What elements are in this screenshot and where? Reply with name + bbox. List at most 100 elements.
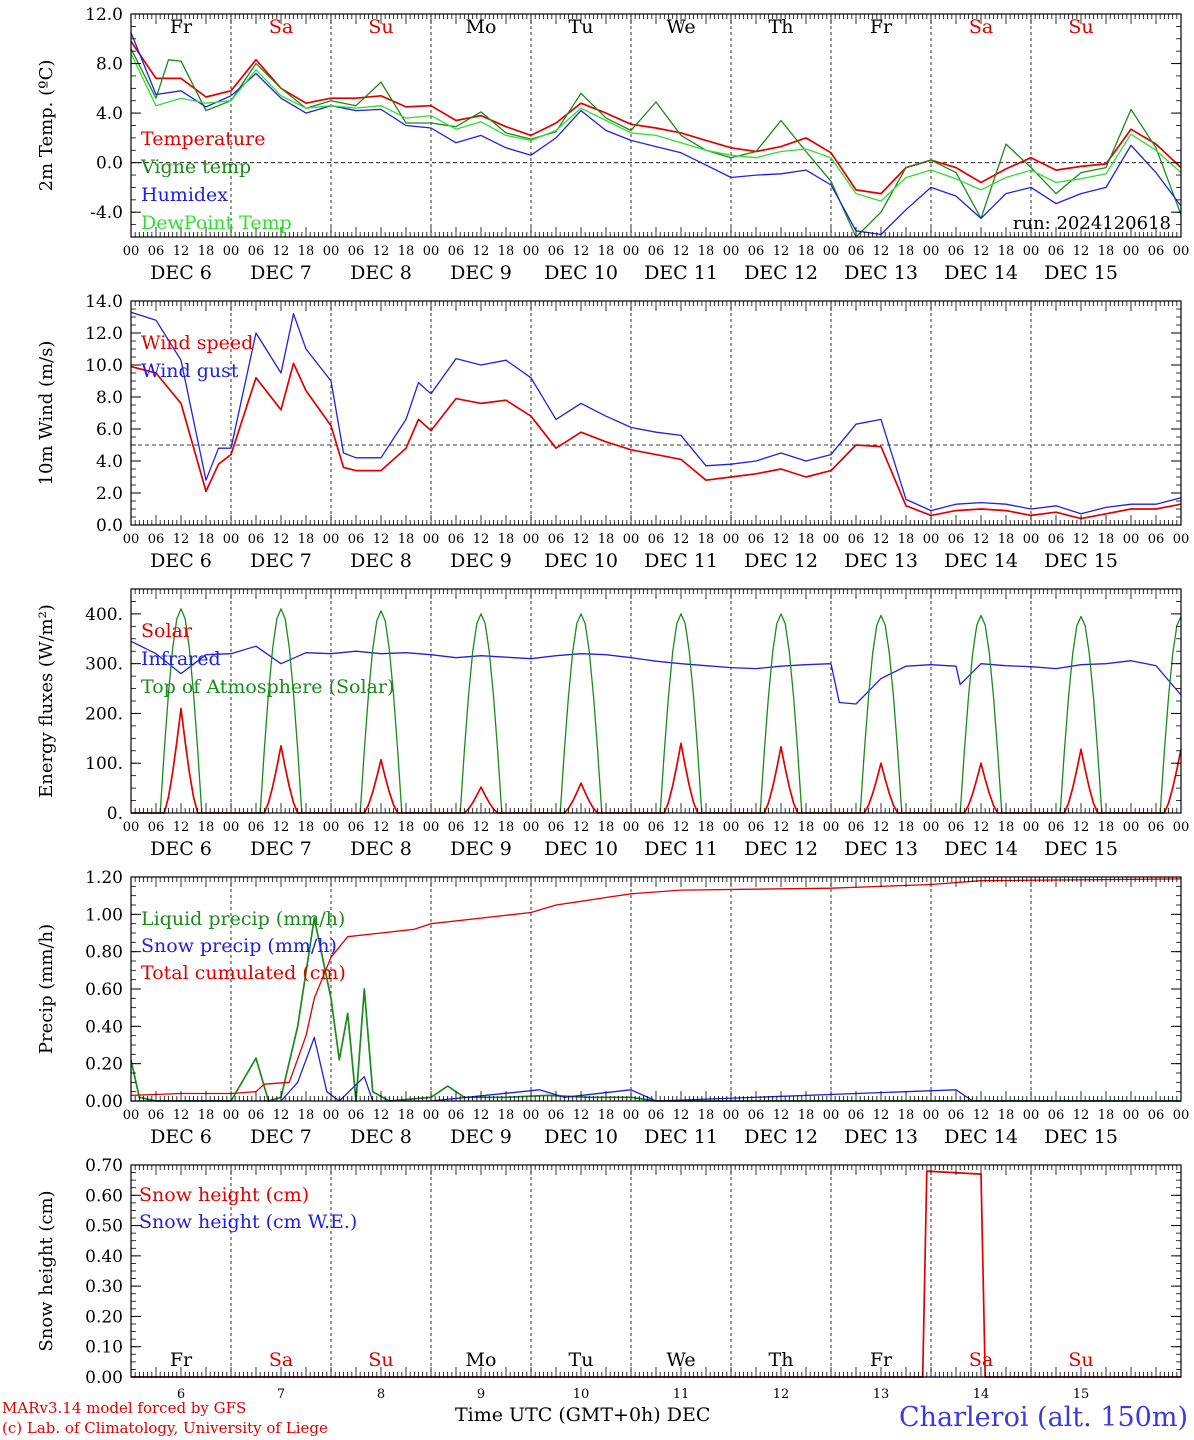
weekday-label: Sa xyxy=(269,1349,293,1371)
hour-tick-label: 00 xyxy=(823,820,840,835)
date-label: DEC 15 xyxy=(1044,1126,1118,1148)
hour-tick-label: 12 xyxy=(373,1108,390,1123)
hour-tick-label: 06 xyxy=(348,820,365,835)
hour-tick-label: 18 xyxy=(398,1108,415,1123)
hour-tick-label: 06 xyxy=(548,1108,565,1123)
date-label: DEC 11 xyxy=(644,262,718,284)
hour-tick-label: 18 xyxy=(698,1108,715,1123)
date-label: DEC 8 xyxy=(350,550,412,572)
panel-4: 0.00 0.20 0.40 0.60 0.80 1.00 1.20 Precip (mm/h… xyxy=(36,868,1189,1148)
y-axis-title: 10m Wind (m/s) xyxy=(36,341,57,486)
hour-tick-label: 00 xyxy=(1123,244,1140,259)
hour-tick-label: 00 xyxy=(1023,244,1040,259)
date-label: DEC 10 xyxy=(544,262,618,284)
hour-tick-label: 18 xyxy=(298,244,315,259)
hour-tick-label: 00 xyxy=(223,820,240,835)
date-label: DEC 13 xyxy=(844,262,918,284)
run-annotation: run: 2024120618 xyxy=(1013,213,1171,234)
hour-tick-label: 00 xyxy=(423,820,440,835)
date-label: DEC 12 xyxy=(744,838,818,860)
hour-tick-label: 18 xyxy=(1098,1108,1115,1123)
weekday-label: Tu xyxy=(569,1349,594,1371)
hour-tick-label: 12 xyxy=(973,1108,990,1123)
day-number-label: 10 xyxy=(573,1387,590,1402)
hour-tick-label: 18 xyxy=(898,1108,915,1123)
y-axis: -4.0 0.0 4.0 8.0 12.0 xyxy=(85,5,1181,238)
date-label: DEC 13 xyxy=(844,838,918,860)
hour-tick-label: 00 xyxy=(1023,532,1040,547)
date-label: DEC 14 xyxy=(944,838,1018,860)
date-label: DEC 11 xyxy=(644,838,718,860)
y-tick-label: 8.0 xyxy=(96,55,123,75)
legend-entry: Wind speed xyxy=(141,332,253,354)
hour-tick-label: 18 xyxy=(798,532,815,547)
date-label: DEC 7 xyxy=(250,1126,312,1148)
hour-tick-label: 12 xyxy=(273,1108,290,1123)
hour-tick-label: 06 xyxy=(548,244,565,259)
hour-tick-label: 00 xyxy=(723,1108,740,1123)
date-label: DEC 10 xyxy=(544,550,618,572)
legend-entry: Infrared xyxy=(141,648,221,670)
y-tick-label: 0.30 xyxy=(85,1277,123,1297)
y-tick-label: 0.40 xyxy=(85,1247,123,1267)
date-label: DEC 15 xyxy=(1044,262,1118,284)
date-label: DEC 10 xyxy=(544,838,618,860)
hour-tick-label: 06 xyxy=(848,1108,865,1123)
legend-entry: Snow height (cm W.E.) xyxy=(139,1211,357,1233)
hour-tick-label: 00 xyxy=(1023,820,1040,835)
y-tick-label: 400. xyxy=(85,605,123,625)
date-label: DEC 11 xyxy=(644,550,718,572)
hour-tick-label: 06 xyxy=(948,532,965,547)
hour-tick-label: 12 xyxy=(173,244,190,259)
hour-tick-label: 00 xyxy=(123,820,140,835)
day-number-label: 14 xyxy=(973,1387,990,1402)
legend-entry: Snow height (cm) xyxy=(139,1184,309,1206)
day-number-label: 6 xyxy=(177,1387,185,1402)
hour-tick-label: 18 xyxy=(398,244,415,259)
hour-tick-label: 06 xyxy=(148,820,165,835)
hour-tick-label: 12 xyxy=(673,1108,690,1123)
y-tick-label: 0.50 xyxy=(85,1217,123,1237)
hour-tick-label: 12 xyxy=(773,532,790,547)
weekday-label: We xyxy=(666,1349,695,1371)
hour-tick-label: 18 xyxy=(598,532,615,547)
day-number-label: 13 xyxy=(873,1387,890,1402)
hour-tick-label: 18 xyxy=(498,1108,515,1123)
hour-tick-label: 12 xyxy=(473,820,490,835)
hour-tick-label: 18 xyxy=(598,820,615,835)
day-number-label: 12 xyxy=(773,1387,790,1402)
legend-entry: Liquid precip (mm/h) xyxy=(141,908,345,930)
hour-tick-label: 06 xyxy=(748,1108,765,1123)
hour-tick-label: 12 xyxy=(1073,244,1090,259)
plot-frame xyxy=(130,13,1182,238)
weekday-label: Th xyxy=(769,16,794,38)
series-line-2 xyxy=(130,311,1182,515)
hour-tick-label: 18 xyxy=(698,820,715,835)
weekday-label: Su xyxy=(1068,16,1093,38)
hour-tick-label: 12 xyxy=(473,532,490,547)
date-label: DEC 14 xyxy=(944,262,1018,284)
hour-tick-label: 12 xyxy=(773,244,790,259)
hour-tick-label: 12 xyxy=(1073,820,1090,835)
hour-tick-label: 18 xyxy=(998,1108,1015,1123)
y-tick-label: 0.10 xyxy=(85,1338,123,1358)
hour-tick-label: 06 xyxy=(1148,532,1165,547)
panel-1: -4.0 0.0 4.0 8.0 12.0 2m Temp. (ºC) Fr Sa Su Mo Tu… xyxy=(36,5,1189,284)
hour-tick-label: 12 xyxy=(273,244,290,259)
series-line-2 xyxy=(130,48,1182,238)
weekday-label: Tu xyxy=(569,16,594,38)
model-credit: MARv3.14 model forced by GFS xyxy=(2,1399,247,1417)
y-tick-label: 14.0 xyxy=(85,292,123,312)
hour-tick-label: 06 xyxy=(948,244,965,259)
date-label: DEC 9 xyxy=(450,838,512,860)
hour-tick-label: 18 xyxy=(1098,820,1115,835)
date-label: DEC 6 xyxy=(150,262,212,284)
hour-tick-label: 18 xyxy=(198,244,215,259)
hour-tick-label: 06 xyxy=(648,244,665,259)
weekday-label: Mo xyxy=(466,1349,497,1371)
y-tick-label: 0.00 xyxy=(85,1092,123,1112)
hour-tick-label: 12 xyxy=(773,820,790,835)
y-axis: 0.00 0.20 0.40 0.60 0.80 1.00 1.20 xyxy=(85,868,1181,1112)
hour-tick-label: 12 xyxy=(573,820,590,835)
